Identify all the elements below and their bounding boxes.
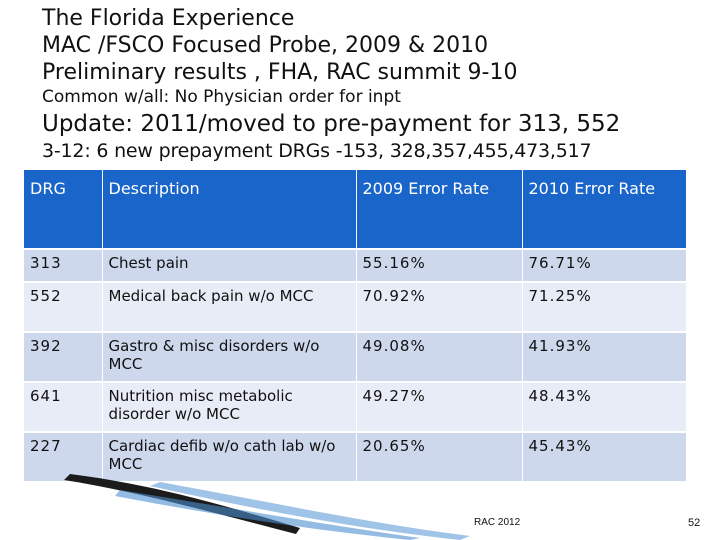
description-cell: Chest pain <box>102 248 357 282</box>
title-line-3: Preliminary results , FHA, RAC summit 9-… <box>42 60 518 85</box>
drg-cell: 552 <box>24 281 103 332</box>
table-row: 552 Medical back pain w/o MCC 70.92% 71.… <box>24 281 687 332</box>
header-2009-error-rate: 2009 Error Rate <box>356 170 523 249</box>
rate-2009-cell: 20.65% <box>356 431 523 481</box>
rate-2009-cell: 70.92% <box>356 281 523 332</box>
drg-cell: 641 <box>24 381 103 432</box>
prepayment-drgs-line: 3-12: 6 new prepayment DRGs -153, 328,35… <box>42 140 592 162</box>
title-line-1: The Florida Experience <box>42 6 295 31</box>
drg-cell: 392 <box>24 331 103 382</box>
drg-cell: 227 <box>24 431 103 481</box>
table-header-row: DRG Description 2009 Error Rate 2010 Err… <box>24 170 687 249</box>
title-line-4: Common w/all: No Physician order for inp… <box>42 87 401 107</box>
slide-title-block: The Florida Experience MAC /FSCO Focused… <box>42 8 712 166</box>
rate-2010-cell: 45.43% <box>522 431 687 481</box>
table-row: 641 Nutrition misc metabolic disorder w/… <box>24 381 687 432</box>
rate-2010-cell: 41.93% <box>522 331 687 382</box>
description-cell: Nutrition misc metabolic disorder w/o MC… <box>102 381 357 432</box>
rate-2010-cell: 76.71% <box>522 248 687 282</box>
update-line: Update: 2011/moved to pre-payment for 31… <box>42 111 621 137</box>
description-cell: Cardiac defib w/o cath lab w/o MCC <box>102 431 357 481</box>
header-description: Description <box>102 170 357 249</box>
swoosh-light-band <box>150 482 470 540</box>
table-row: 227 Cardiac defib w/o cath lab w/o MCC 2… <box>24 431 687 481</box>
table-row: 313 Chest pain 55.16% 76.71% <box>24 248 687 282</box>
rate-2010-cell: 71.25% <box>522 281 687 332</box>
drg-cell: 313 <box>24 248 103 282</box>
rate-2009-cell: 49.08% <box>356 331 523 382</box>
rate-2009-cell: 55.16% <box>356 248 523 282</box>
error-rate-table-wrapper: DRG Description 2009 Error Rate 2010 Err… <box>24 170 687 481</box>
footer-text: RAC 2012 <box>474 517 521 528</box>
title-line-2: MAC /FSCO Focused Probe, 2009 & 2010 <box>42 33 489 58</box>
rate-2009-cell: 49.27% <box>356 381 523 432</box>
error-rate-table: DRG Description 2009 Error Rate 2010 Err… <box>24 170 687 481</box>
decorative-swoosh <box>64 474 470 540</box>
description-cell: Medical back pain w/o MCC <box>102 281 357 332</box>
header-2010-error-rate: 2010 Error Rate <box>522 170 687 249</box>
rate-2010-cell: 48.43% <box>522 381 687 432</box>
swoosh-accent-band <box>115 490 420 540</box>
page-number: 52 <box>688 517 701 529</box>
header-drg: DRG <box>24 170 103 249</box>
description-cell: Gastro & misc disorders w/o MCC <box>102 331 357 382</box>
table-row: 392 Gastro & misc disorders w/o MCC 49.0… <box>24 331 687 382</box>
